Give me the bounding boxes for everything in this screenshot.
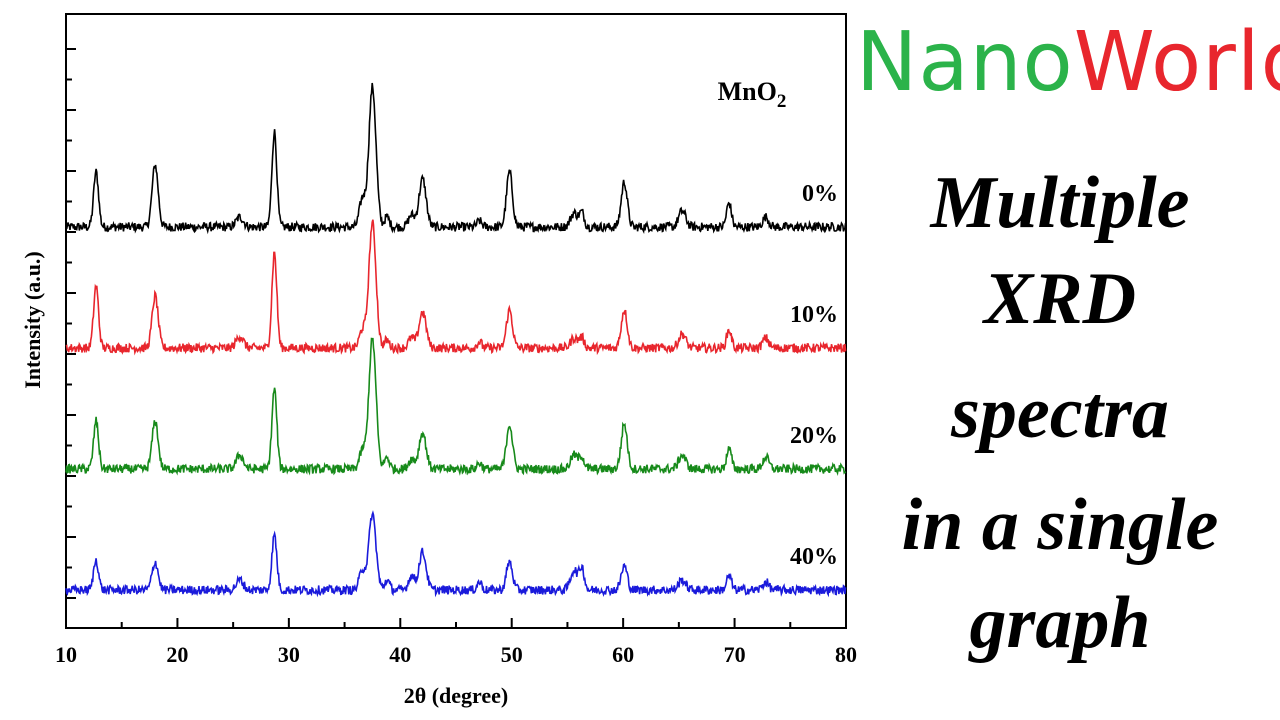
y-axis xyxy=(66,48,76,599)
x-tick-label: 20 xyxy=(166,642,188,667)
series-label-10pct: 10% xyxy=(790,302,838,328)
brand-world: World xyxy=(1073,15,1280,110)
caption-line-1: Multiple xyxy=(930,162,1190,244)
x-tick-label: 10 xyxy=(55,642,77,667)
series-line-10pct xyxy=(65,219,847,356)
series-line-40pct xyxy=(65,510,847,598)
series-label-0pct: 0% xyxy=(802,181,838,207)
series-label-40pct: 40% xyxy=(790,544,838,570)
y-axis-label: Intensity (a.u.) xyxy=(20,251,45,389)
xrd-chart: 10 20 30 40 50 60 70 80 0% 10% 20% 40% MnO2 2θ (de… xyxy=(20,13,857,708)
x-tick-label: 70 xyxy=(724,642,746,667)
x-axis: 10 20 30 40 50 60 70 80 xyxy=(55,618,857,667)
brand-nano: Nano xyxy=(856,15,1074,110)
x-tick-label: 60 xyxy=(612,642,634,667)
sample-label: MnO2 xyxy=(718,77,787,112)
caption-line-4: in a single xyxy=(901,484,1219,566)
caption-line-2: XRD xyxy=(983,258,1137,340)
series-label-20pct: 20% xyxy=(790,423,838,449)
x-tick-label: 80 xyxy=(835,642,857,667)
caption-line-5: graph xyxy=(969,582,1151,664)
plot-frame xyxy=(65,13,847,629)
caption-line-3: spectra xyxy=(951,372,1169,454)
x-axis-label: 2θ (degree) xyxy=(404,683,509,708)
series-line-0pct xyxy=(65,82,847,235)
x-tick-label: 40 xyxy=(389,642,411,667)
x-tick-label: 50 xyxy=(501,642,523,667)
brand-logo: NanoWorld xyxy=(856,22,1280,104)
x-tick-label: 30 xyxy=(278,642,300,667)
series-layer xyxy=(65,82,847,598)
series-line-20pct xyxy=(65,337,847,477)
series-labels: 0% 10% 20% 40% xyxy=(790,181,838,570)
